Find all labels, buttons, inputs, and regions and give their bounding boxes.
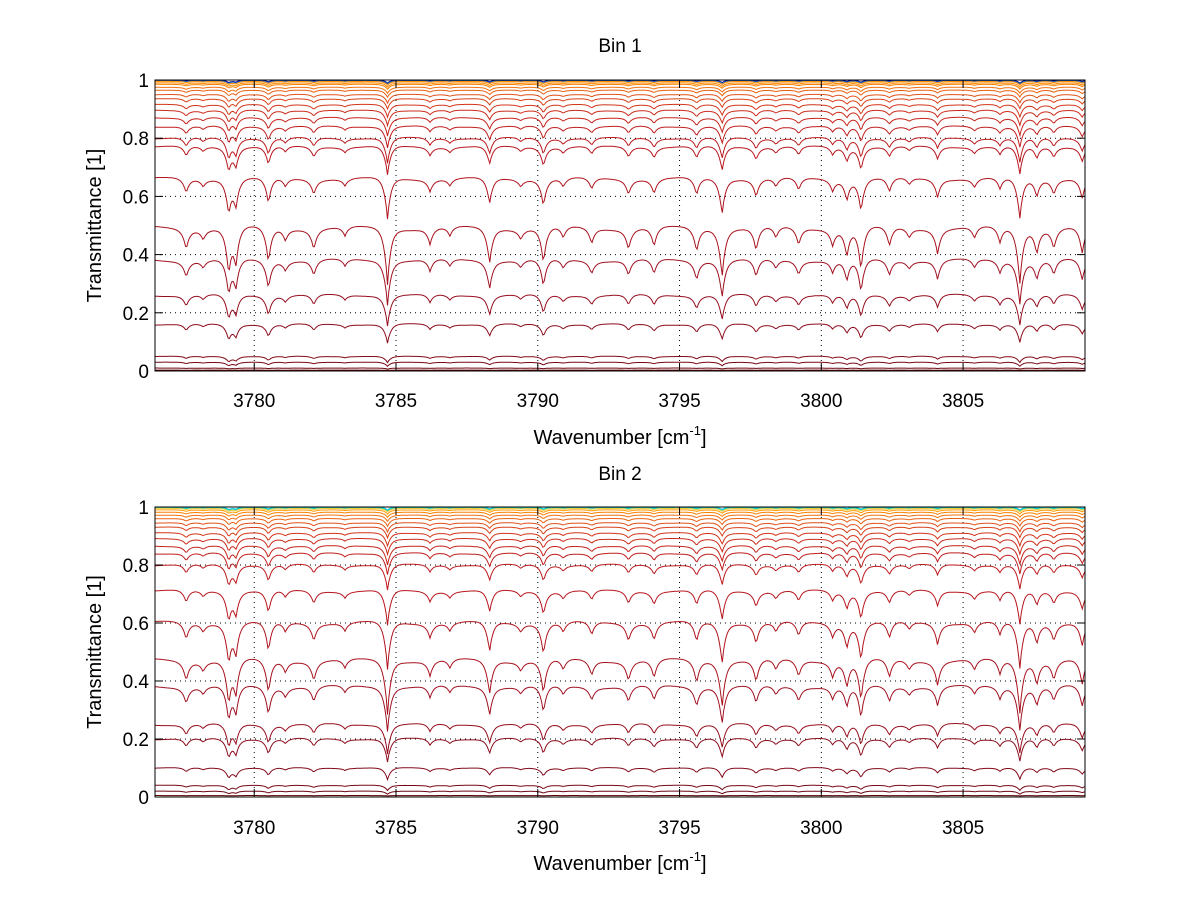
series-line <box>155 361 1085 368</box>
series-group <box>155 79 1085 371</box>
panel-bin-2: Bin 2 3780 3785 3790 3795 3800 3805 0 0.2 0.4 0.6 0… <box>84 464 1086 875</box>
series-line <box>155 552 1085 575</box>
x-axis-label-main: Wavenumber [cm <box>533 427 689 449</box>
grid <box>155 507 1085 797</box>
x-axis-label-main: Wavenumber [cm <box>533 853 689 875</box>
x-axis-label: Wavenumber [cm-1] <box>533 423 706 449</box>
y-tick-label: 0.6 <box>123 614 149 635</box>
chart-title: Bin 1 <box>598 36 641 57</box>
series-line <box>155 83 1085 90</box>
series-line <box>155 514 1085 523</box>
series-line <box>155 685 1085 732</box>
series-group <box>155 506 1085 797</box>
x-axis-label-end: ] <box>701 853 707 875</box>
series-line <box>155 116 1085 138</box>
series-line <box>155 620 1085 670</box>
series-line <box>155 518 1085 528</box>
series-line <box>155 658 1085 715</box>
series-line <box>155 323 1085 344</box>
y-tick-label: 0.2 <box>123 304 149 325</box>
series-line <box>155 293 1085 327</box>
series-line <box>155 145 1085 175</box>
x-tick-label: 3790 <box>517 391 559 412</box>
x-tick-label: 3780 <box>233 391 275 412</box>
series-line <box>155 767 1085 782</box>
y-tick-label: 0.6 <box>123 187 149 208</box>
x-axis-label-sup: -1 <box>689 423 701 438</box>
y-tick-label: 0.8 <box>123 556 149 577</box>
series-line <box>155 507 1085 513</box>
series-line <box>155 538 1085 557</box>
x-tick-label: 3800 <box>800 391 842 412</box>
series-line <box>155 80 1085 85</box>
y-tick-label: 0.8 <box>123 129 149 150</box>
series-line <box>155 522 1085 534</box>
y-axis-label: Transmittance [1] <box>84 149 106 303</box>
x-tick-label: 3785 <box>375 818 417 839</box>
x-axis-label-sup: -1 <box>689 849 701 864</box>
series-line <box>155 80 1085 86</box>
y-tick-label: 0.4 <box>123 246 150 267</box>
series-line <box>155 82 1085 88</box>
x-tick-label: 3780 <box>233 818 275 839</box>
x-tick-label: 3805 <box>942 818 984 839</box>
grid <box>155 80 1085 371</box>
y-tick-label: 0 <box>138 788 149 809</box>
series-line <box>155 225 1085 285</box>
series-line <box>155 125 1085 148</box>
y-axis-label: Transmittance [1] <box>84 575 106 729</box>
series-line <box>155 589 1085 626</box>
x-tick-label: 3795 <box>658 818 700 839</box>
series-line <box>155 509 1085 515</box>
y-tick-label: 0 <box>138 362 149 383</box>
series-line <box>155 723 1085 755</box>
series-line <box>155 532 1085 548</box>
series-line <box>155 790 1085 795</box>
y-tick-label: 1 <box>138 498 149 519</box>
axes-box <box>154 79 1086 372</box>
series-line <box>155 258 1085 306</box>
series-line <box>155 511 1085 519</box>
x-tick-label: 3790 <box>517 818 559 839</box>
series-line <box>155 177 1085 220</box>
series-line <box>155 93 1085 105</box>
series-line <box>155 526 1085 540</box>
x-axis-label-end: ] <box>701 427 707 449</box>
series-line <box>155 136 1085 164</box>
series-line <box>155 86 1085 95</box>
chart-title: Bin 2 <box>598 464 641 485</box>
series-line <box>155 737 1085 763</box>
series-line <box>155 98 1085 111</box>
axes-box <box>154 506 1086 798</box>
x-tick-label: 3795 <box>658 391 700 412</box>
x-tick-label: 3800 <box>800 818 842 839</box>
x-tick-label: 3785 <box>375 391 417 412</box>
series-line <box>155 507 1085 512</box>
x-tick-label: 3805 <box>942 391 984 412</box>
x-axis-label: Wavenumber [cm-1] <box>533 849 706 875</box>
series-line <box>155 563 1085 591</box>
y-tick-label: 0.4 <box>123 672 150 693</box>
series-line <box>155 89 1085 99</box>
panel-bin-1: Bin 1 3780 3785 3790 3795 3800 3805 0 0.2 0.4 0.6 0… <box>84 36 1086 449</box>
series-line <box>155 367 1085 370</box>
series-line <box>155 103 1085 119</box>
series-line <box>155 545 1085 566</box>
y-tick-label: 0.2 <box>123 730 149 751</box>
y-tick-label: 1 <box>138 71 149 92</box>
series-line <box>155 784 1085 792</box>
series-line <box>155 355 1085 364</box>
series-line <box>155 109 1085 128</box>
